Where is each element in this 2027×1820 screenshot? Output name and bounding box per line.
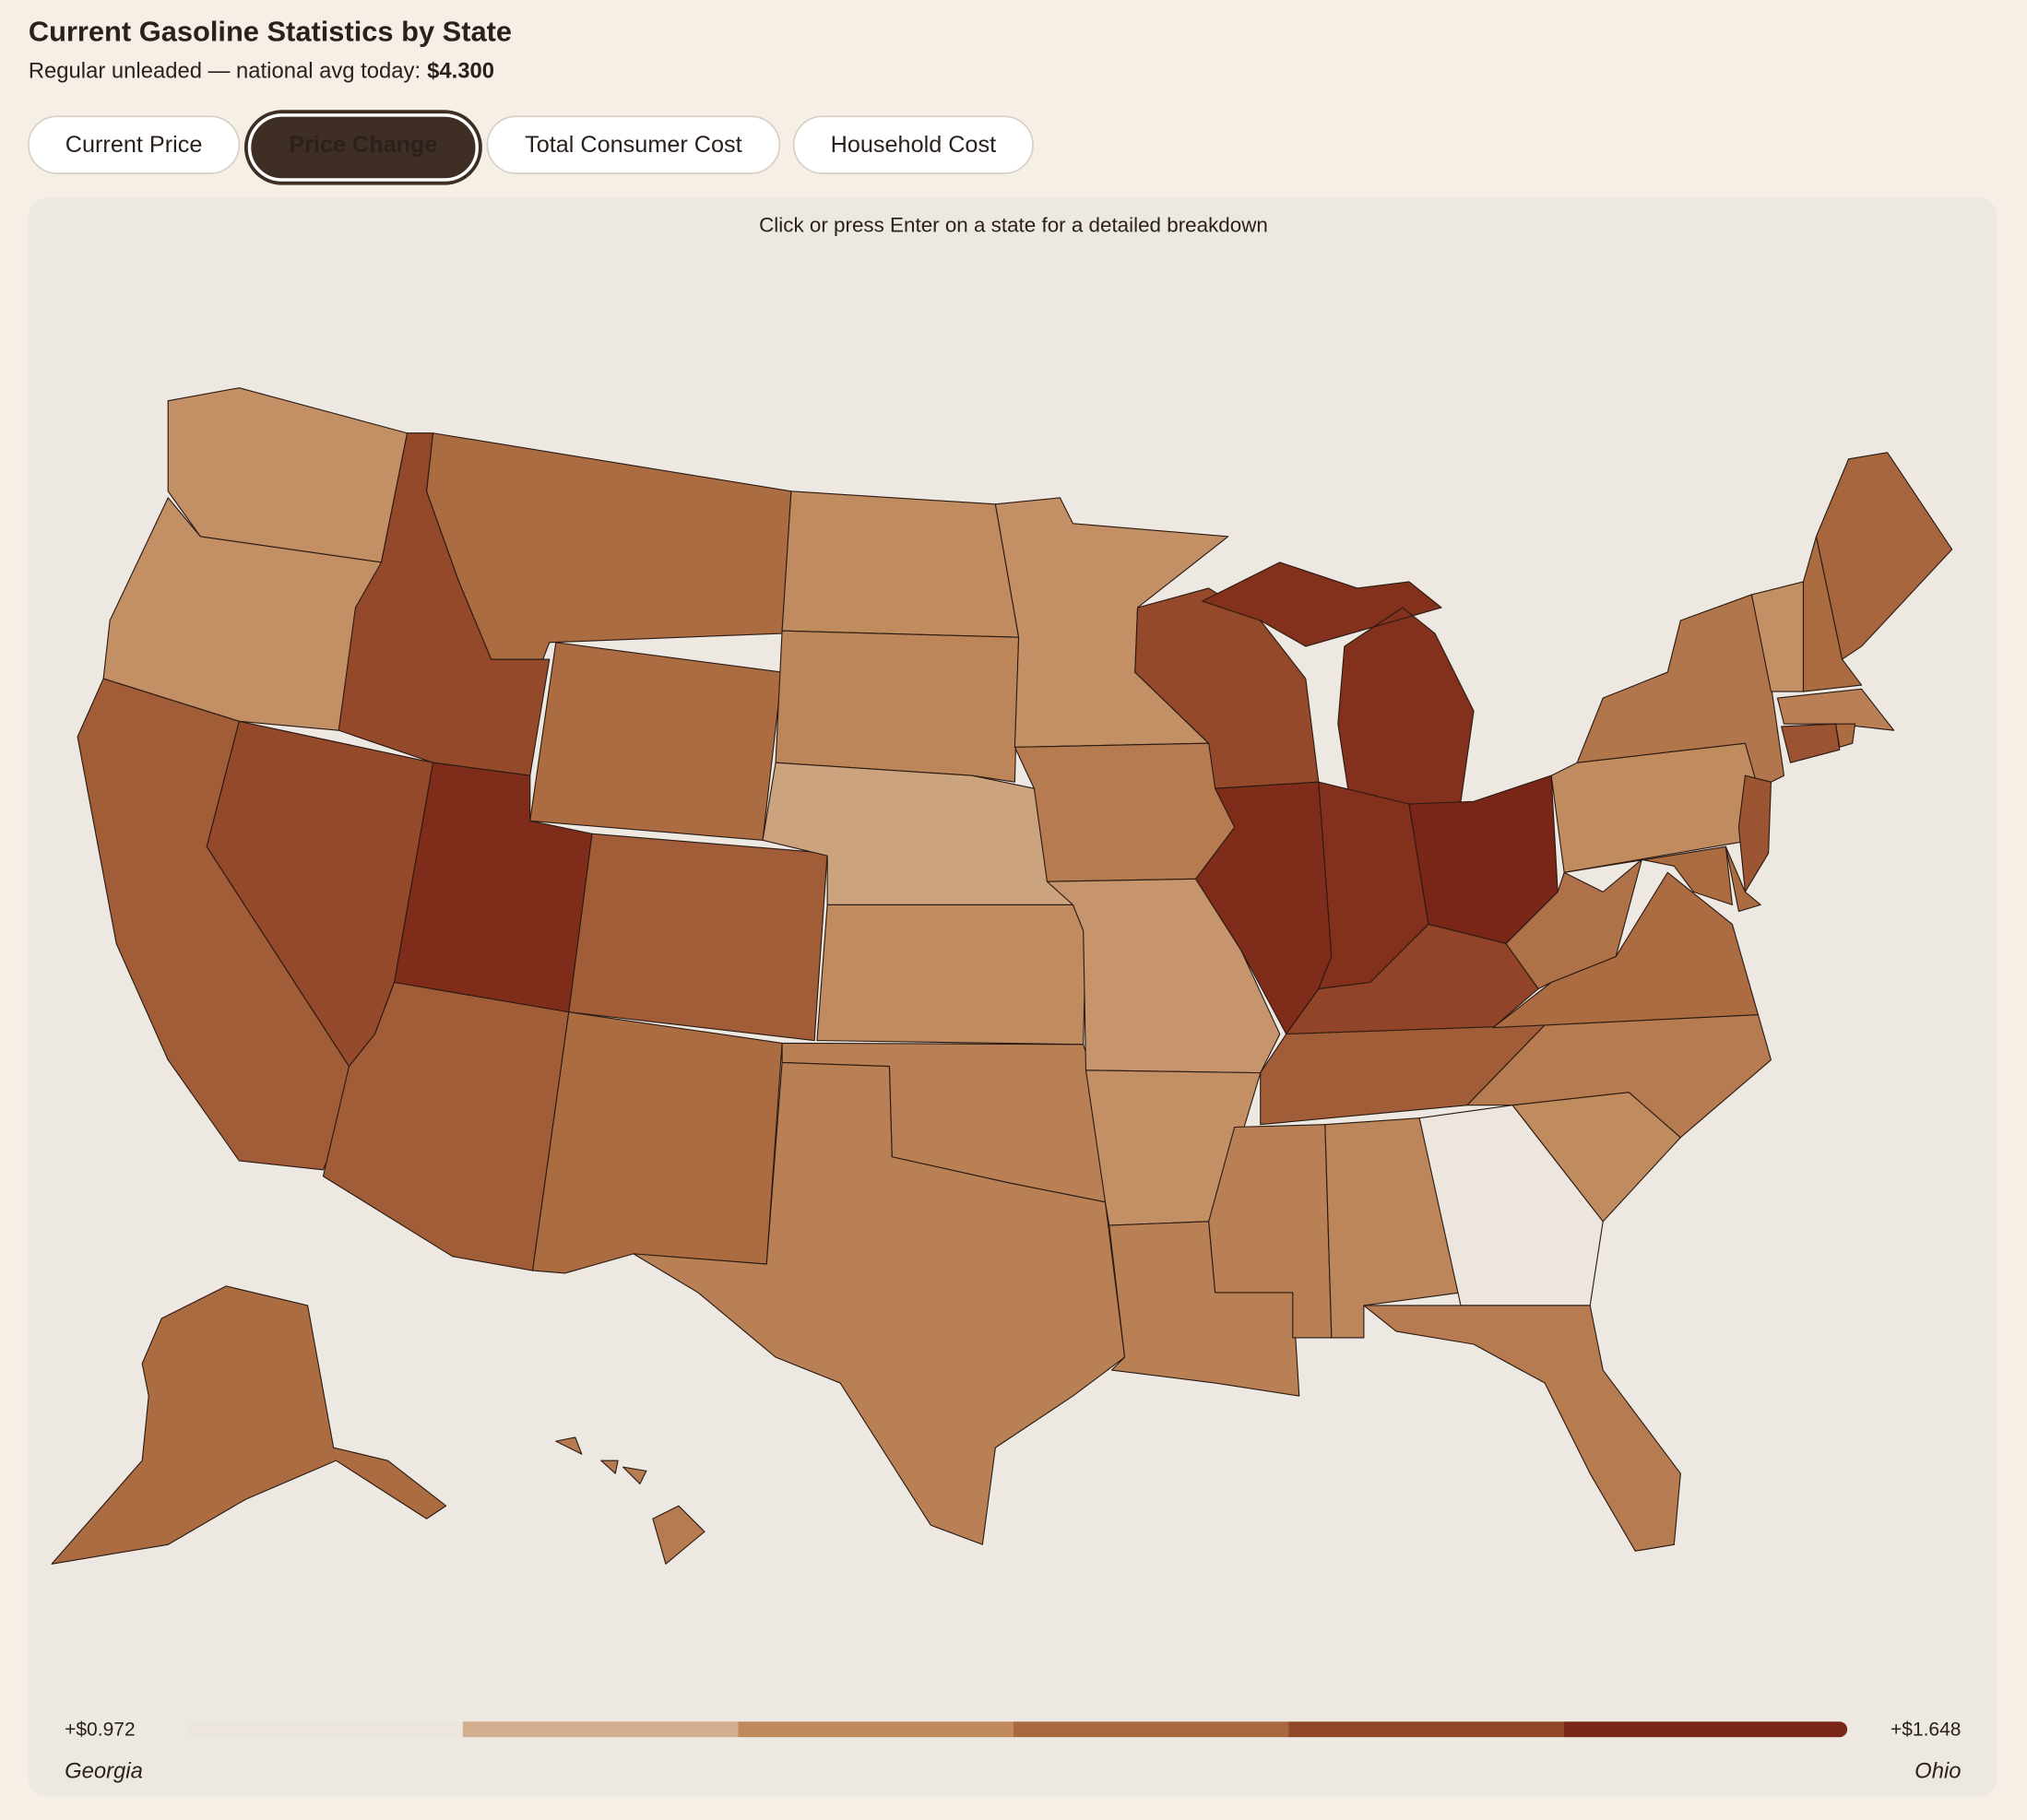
tab-label[interactable]: Total Consumer Cost <box>525 132 741 158</box>
subtitle: Regular unleaded — national avg today: $4… <box>29 59 494 84</box>
tab-background[interactable] <box>247 113 480 182</box>
legend-max-state: Ohio <box>1914 1758 1961 1783</box>
tab[interactable]: Price Change <box>243 110 482 185</box>
tab[interactable]: Total Consumer Cost <box>486 115 781 174</box>
map-hint: Click or press Enter on a state for a de… <box>759 213 1268 236</box>
tab[interactable]: Household Cost <box>792 115 1034 174</box>
state[interactable] <box>816 904 1087 1046</box>
subtitle-text: Regular unleaded — national avg today: <box>29 59 421 84</box>
tab-label[interactable]: Current Price <box>65 132 203 158</box>
legend-min-label: +$0.972 <box>65 1720 136 1741</box>
tab-label[interactable]: Price Change <box>289 132 437 158</box>
state[interactable] <box>1014 742 1236 882</box>
state[interactable] <box>775 630 1020 783</box>
tab-background[interactable] <box>27 115 241 174</box>
state[interactable] <box>1363 1305 1681 1552</box>
legend-swatch <box>187 1721 464 1738</box>
legend-end-cap <box>1831 1721 1848 1738</box>
map <box>51 387 1953 1565</box>
legend: +$0.972 Georgia +$1.648 Ohio <box>65 1720 1961 1784</box>
state[interactable] <box>1815 452 1953 660</box>
state[interactable] <box>51 1285 447 1565</box>
legend-swatch <box>738 1721 1014 1738</box>
legend-swatch <box>1564 1721 1841 1738</box>
state[interactable] <box>529 642 783 841</box>
state[interactable] <box>568 833 828 1042</box>
national-average: $4.300 <box>427 59 494 84</box>
tab[interactable]: Current Price <box>27 115 241 174</box>
legend-swatch <box>1288 1721 1565 1738</box>
state[interactable] <box>781 490 1020 638</box>
tab-bar: Current Price Price Change Total Consumer … <box>27 110 1034 185</box>
state[interactable] <box>1725 845 1761 912</box>
tab-label[interactable]: Household Cost <box>831 132 996 158</box>
state[interactable] <box>531 1011 783 1274</box>
legend-min-state: Georgia <box>65 1758 143 1783</box>
state[interactable] <box>555 1436 705 1565</box>
state[interactable] <box>1418 1105 1604 1306</box>
state[interactable] <box>633 1061 1126 1545</box>
legend-swatch <box>1014 1721 1290 1738</box>
legend-swatch <box>462 1721 740 1738</box>
tab-background[interactable] <box>486 115 781 174</box>
state[interactable] <box>1776 688 1895 731</box>
legend-max-label: +$1.648 <box>1891 1720 1962 1741</box>
title: Current Gasoline Statistics by State <box>29 16 512 48</box>
tab-background[interactable] <box>792 115 1034 174</box>
state[interactable] <box>1834 723 1856 748</box>
state[interactable] <box>1737 774 1772 892</box>
state[interactable] <box>1781 723 1841 763</box>
